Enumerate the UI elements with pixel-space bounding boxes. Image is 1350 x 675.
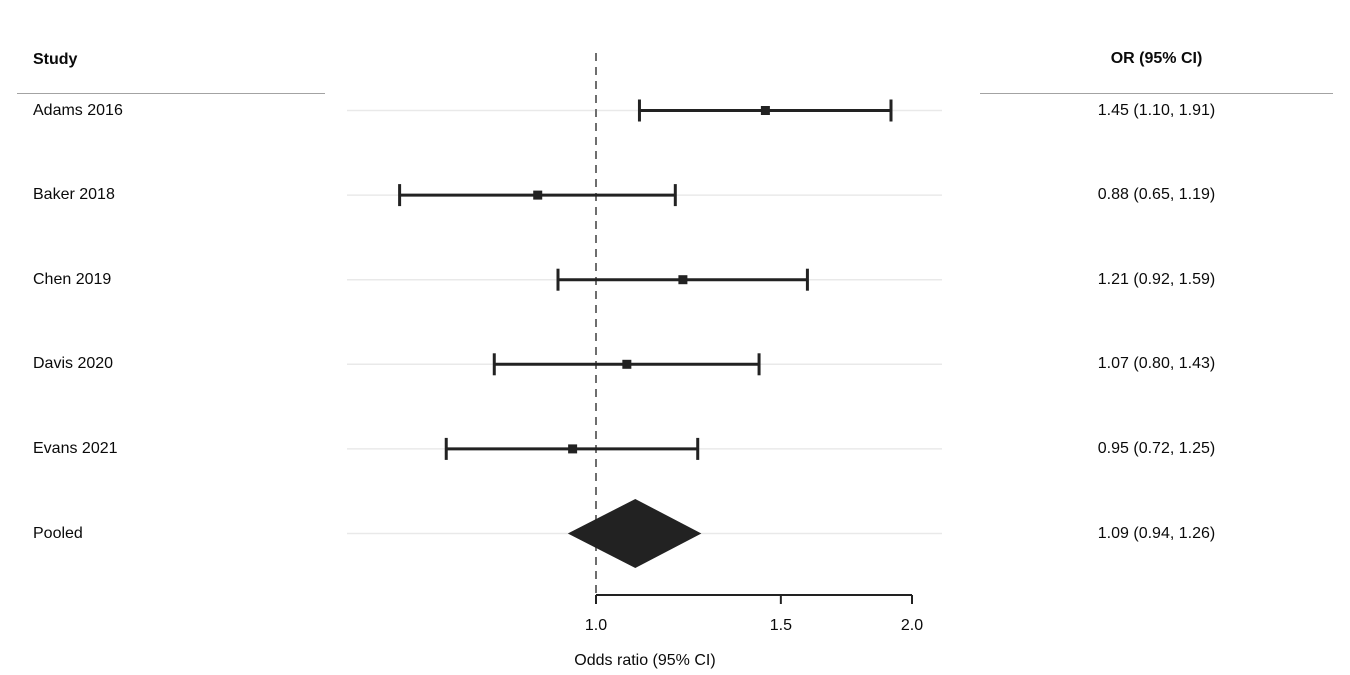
point-estimate-marker [568,444,578,454]
study-label: Davis 2020 [33,355,114,373]
study-ci [444,437,700,460]
study-label: Baker 2018 [33,186,115,204]
point-estimate-marker [678,275,688,285]
x-tick-label: 1.0 [585,617,607,634]
gridlines-group [347,109,942,535]
study-column-header: Study [33,51,78,68]
study-ci [637,99,893,122]
study-ci [492,353,761,376]
or-ci-value: 1.09 (0.94, 1.26) [1097,524,1216,542]
study-label: Adams 2016 [33,101,123,119]
or-ci-value: 1.07 (0.80, 1.43) [1097,355,1216,373]
point-estimate-marker [533,190,543,200]
pooled-diamond [567,499,702,568]
confidence-intervals-group [398,99,893,568]
or-ci-column-header: OR (95% CI) [1110,50,1203,67]
or-header-rule [980,93,1333,94]
x-tick-label: 2.0 [901,617,923,634]
study-ci [398,184,677,207]
or-ci-value: 0.88 (0.65, 1.19) [1097,186,1216,204]
study-label: Evans 2021 [33,439,118,457]
x-axis-group: 1.0 1.5 2.0 [585,594,923,634]
or-ci-value: 0.95 (0.72, 1.25) [1097,439,1216,457]
study-label: Pooled [33,524,83,542]
study-label: Chen 2019 [33,270,112,288]
study-header-rule [17,93,325,94]
x-tick-label: 1.5 [770,617,792,634]
point-estimate-marker [622,359,632,369]
x-axis-label: Odds ratio (95% CI) [574,652,716,669]
or-ci-value: 1.45 (1.10, 1.91) [1097,101,1216,119]
point-estimate-marker [760,106,770,115]
study-ci [556,268,809,291]
or-ci-value: 1.21 (0.92, 1.59) [1097,270,1216,288]
